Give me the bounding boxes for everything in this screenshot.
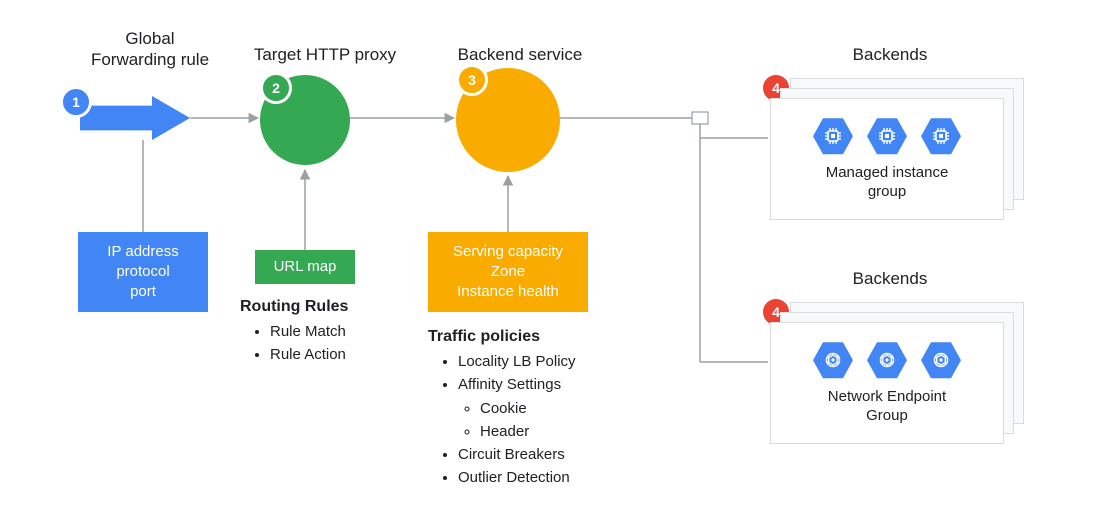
neg-hex-icon (867, 340, 907, 380)
list-item: Rule Action (270, 343, 346, 366)
flow-arrow-icon (80, 96, 190, 140)
icon-row (813, 340, 961, 380)
info-box: IP address protocol port (78, 232, 208, 312)
step-badge: 1 (60, 86, 92, 118)
section-title: Global Forwarding rule (80, 28, 220, 71)
backend-card: Network Endpoint Group (770, 322, 1004, 444)
section-title: Backends (830, 44, 950, 65)
list-title: Routing Rules (240, 298, 348, 316)
list-subitem: Header (480, 420, 576, 443)
section-title: Backend service (440, 44, 600, 65)
list-item: Circuit Breakers (458, 443, 576, 466)
list-title: Traffic policies (428, 328, 540, 346)
section-title: Target HTTP proxy (240, 44, 410, 65)
list-subitem: Cookie (480, 397, 576, 420)
backend-card-stack: Managed instance group (770, 78, 1022, 218)
info-box: Serving capacity Zone Instance health (428, 232, 588, 312)
bullet-list: Rule MatchRule Action (248, 320, 346, 367)
compute-hex-icon (921, 116, 961, 156)
card-caption: Network Endpoint Group (828, 388, 946, 426)
icon-row (813, 116, 961, 156)
section-title: Backends (830, 268, 950, 289)
diagram-root: Global Forwarding rule Target HTTP proxy B… (0, 0, 1100, 505)
card-caption: Managed instance group (826, 164, 949, 202)
neg-hex-icon (921, 340, 961, 380)
list-item: Locality LB Policy (458, 350, 576, 373)
step-badge: 3 (456, 64, 488, 96)
list-item: Rule Match (270, 320, 346, 343)
neg-hex-icon (813, 340, 853, 380)
bullet-list: Locality LB PolicyAffinity SettingsCooki… (436, 350, 576, 490)
compute-hex-icon (867, 116, 907, 156)
list-item: Outlier Detection (458, 466, 576, 489)
backend-card: Managed instance group (770, 98, 1004, 220)
list-item: Affinity SettingsCookieHeader (458, 373, 576, 443)
backend-card-stack: Network Endpoint Group (770, 302, 1022, 442)
info-box: URL map (255, 250, 355, 284)
compute-hex-icon (813, 116, 853, 156)
step-badge: 2 (260, 72, 292, 104)
